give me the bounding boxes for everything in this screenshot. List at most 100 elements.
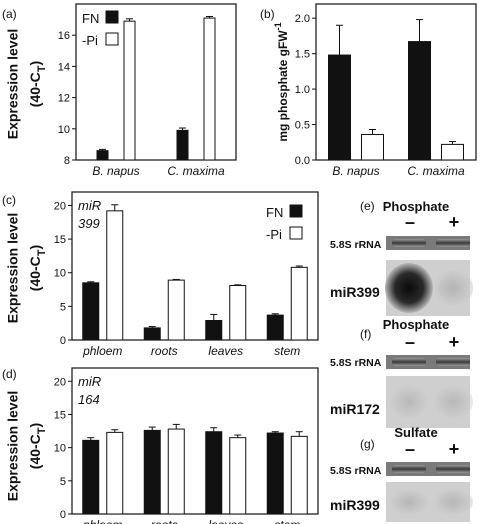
bar-fn-bnapus bbox=[96, 150, 109, 161]
plot-frame bbox=[71, 191, 319, 341]
mirna-band bbox=[433, 384, 473, 420]
y-axis-label-subscript: T bbox=[36, 249, 48, 256]
mirna-band bbox=[433, 488, 473, 516]
treatment-label: Sulfate bbox=[394, 425, 437, 440]
bar-pi-stem bbox=[290, 266, 308, 341]
y-axis-label: Expression level bbox=[5, 213, 21, 324]
panel-label: (f) bbox=[360, 327, 371, 341]
y-axis-label-close: ) bbox=[27, 245, 43, 250]
bar-pi-leaves bbox=[229, 437, 247, 515]
legend-label: -Pi bbox=[82, 33, 98, 48]
mirna-band bbox=[389, 384, 429, 420]
y-tick-label: 2.0 bbox=[295, 13, 310, 25]
y-tick-label: 0.5 bbox=[295, 120, 310, 132]
y-axis-label-formula-text: (40-C bbox=[27, 256, 43, 291]
rrna-band bbox=[436, 358, 470, 366]
category-label: phloem bbox=[82, 344, 122, 358]
y-tick-label: 20 bbox=[54, 376, 66, 388]
y-tick-label: 10 bbox=[58, 124, 70, 136]
rrna-label: 5.8S rRNA bbox=[330, 465, 382, 477]
blot-panel-e: (e) Phosphate– +5.8S rRNA miR399 bbox=[330, 199, 473, 316]
mirna-label: miR399 bbox=[330, 497, 380, 513]
y-axis-label-text: mg phosphate gFW bbox=[276, 30, 290, 142]
bar-pi-phloem bbox=[106, 431, 124, 515]
bar-pi-leaves bbox=[229, 285, 247, 341]
mirna-label: miR172 bbox=[330, 401, 380, 417]
category-label: leaves bbox=[208, 518, 243, 524]
y-axis-label-close: ) bbox=[27, 61, 43, 66]
y-axis-label-formula-text: (40-C bbox=[27, 72, 43, 107]
legend-swatch bbox=[105, 10, 119, 24]
rrna-band bbox=[436, 239, 470, 247]
blot-panel-f: (f) Phosphate– +5.8S rRNA miR172 bbox=[330, 317, 473, 428]
y-tick-label: 10 bbox=[54, 268, 66, 280]
y-axis-label: Expression level bbox=[5, 391, 21, 502]
bar-pi-cmaxima bbox=[441, 143, 464, 161]
treatment-label: Phosphate bbox=[383, 199, 449, 214]
bar-fn-bnapus bbox=[328, 54, 351, 161]
bar-fn-leaves bbox=[205, 319, 223, 341]
category-label: C. maxima bbox=[407, 164, 465, 178]
plot-frame bbox=[75, 3, 237, 161]
category-label: C. maxima bbox=[167, 164, 225, 178]
y-tick-label: 0 bbox=[60, 509, 66, 521]
y-tick-label: 15 bbox=[54, 409, 66, 421]
bar-fn-roots bbox=[143, 429, 161, 515]
y-tick-label: 8 bbox=[64, 155, 70, 167]
minus-sign: – bbox=[405, 332, 415, 352]
category-label: stem bbox=[274, 344, 300, 358]
y-axis-label-superscript: -1 bbox=[273, 22, 283, 30]
plus-sign: + bbox=[449, 332, 460, 352]
rrna-label: 5.8S rRNA bbox=[330, 357, 382, 369]
y-axis-label-formula-text: (40-C bbox=[27, 434, 43, 469]
y-tick-label: 20 bbox=[54, 200, 66, 212]
y-axis-label-formula: (40-CT) bbox=[27, 61, 48, 107]
bar-fn-phloem bbox=[82, 282, 100, 341]
panel-label: (d) bbox=[2, 367, 17, 381]
legend-label: FN bbox=[266, 205, 283, 220]
y-axis-label: mg phosphate gFW-1 bbox=[273, 22, 290, 141]
category-label: B. napus bbox=[332, 164, 379, 178]
bar-pi-phloem bbox=[106, 210, 124, 341]
bar-pi-roots bbox=[167, 428, 185, 515]
y-tick-label: 1.0 bbox=[295, 84, 310, 96]
y-tick-label: 5 bbox=[60, 476, 66, 488]
bar-fn-cmaxima bbox=[408, 41, 431, 161]
rrna-band bbox=[392, 465, 426, 473]
y-tick-label: 10 bbox=[54, 443, 66, 455]
mirna-band bbox=[433, 269, 473, 307]
y-tick-label: 5 bbox=[60, 301, 66, 313]
panel-a: (a) 8 10 12 14 16 B. napus C. maxima Expression … bbox=[2, 3, 237, 178]
y-axis-label-formula: (40-CT) bbox=[27, 245, 48, 291]
legend-swatch bbox=[289, 204, 303, 218]
y-axis-label-close: ) bbox=[27, 423, 43, 428]
panel-label: (a) bbox=[2, 7, 17, 21]
y-tick-label: 16 bbox=[58, 30, 70, 42]
legend-swatch bbox=[289, 226, 303, 240]
category-label: stem bbox=[274, 518, 300, 524]
category-label: phloem bbox=[82, 518, 122, 524]
rrna-band bbox=[392, 358, 426, 366]
mirna-annotation: miR bbox=[78, 198, 101, 213]
y-axis-label-formula: (40-CT) bbox=[27, 423, 48, 469]
rrna-label: 5.8S rRNA bbox=[330, 239, 382, 251]
category-label: roots bbox=[151, 518, 178, 524]
bar-pi-cmaxima bbox=[203, 17, 216, 161]
bar-fn-leaves bbox=[205, 431, 223, 515]
mirna-annotation: 164 bbox=[78, 392, 100, 407]
y-tick-label: 0 bbox=[60, 335, 66, 347]
bar-fn-roots bbox=[143, 327, 161, 341]
bar-fn-phloem bbox=[82, 439, 100, 515]
bar-pi-bnapus bbox=[123, 20, 136, 161]
bar-pi-roots bbox=[167, 279, 185, 341]
panel-label: (b) bbox=[260, 7, 275, 21]
y-axis-label-subscript: T bbox=[36, 65, 48, 72]
mirna-annotation: 399 bbox=[78, 216, 100, 231]
rrna-band bbox=[392, 239, 426, 247]
category-label: B. napus bbox=[92, 164, 139, 178]
y-axis-label: Expression level bbox=[5, 29, 21, 140]
y-axis-label-subscript: T bbox=[36, 427, 48, 434]
panel-label: (e) bbox=[360, 199, 375, 213]
mirna-band bbox=[385, 263, 433, 313]
